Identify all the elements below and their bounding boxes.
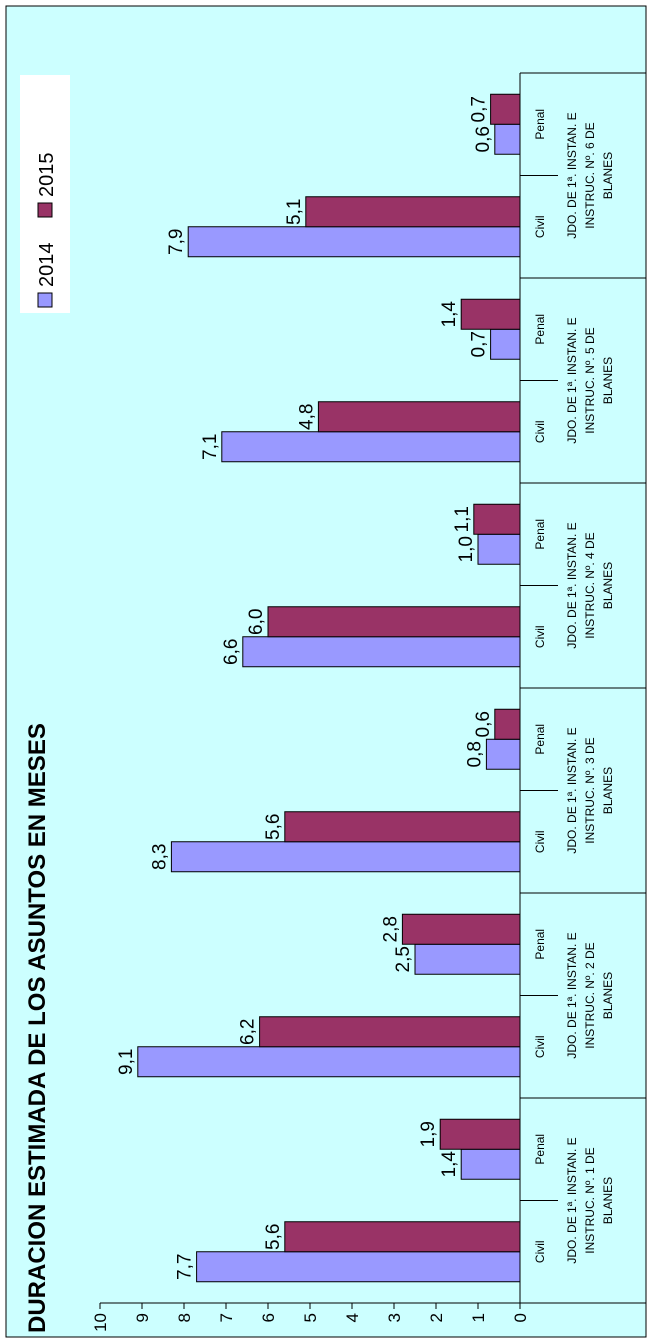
group-label-line: BLANES <box>601 562 615 609</box>
group-label-line: INSTRUC. Nº. 5 DE <box>583 327 597 433</box>
group-label-line: JDO. DE 1ª. INSTAN. E <box>565 727 579 853</box>
group-label-line: BLANES <box>601 357 615 404</box>
legend-swatch-2014 <box>37 292 53 308</box>
group-label-line: JDO. DE 1ª. INSTAN. E <box>565 932 579 1058</box>
value-axis-tick-label: 7 <box>217 1313 236 1322</box>
subcategory-label: Penal <box>533 929 547 960</box>
data-label-2015: 0,7 <box>469 96 490 122</box>
group-label-line: BLANES <box>601 972 615 1019</box>
subcategory-label: Civil <box>533 1035 547 1058</box>
bar-2015 <box>494 708 521 740</box>
bar-2014 <box>137 1046 521 1078</box>
value-axis-tick-label: 5 <box>301 1313 320 1322</box>
group-label-line: INSTRUC. Nº. 2 DE <box>583 942 597 1048</box>
group-label-line: JDO. DE 1ª. INSTAN. E <box>565 522 579 648</box>
subcategory-label: Penal <box>533 1134 547 1165</box>
bar-2015 <box>305 196 521 228</box>
bar-2014 <box>477 533 521 565</box>
group-label-line: INSTRUC. Nº. 1 DE <box>583 1147 597 1253</box>
data-label-2015: 5,1 <box>284 199 305 225</box>
subcategory-label: Civil <box>533 420 547 443</box>
bar-2015 <box>473 503 521 535</box>
legend-label-2015: 2015 <box>36 153 58 198</box>
value-axis-tick-label: 8 <box>175 1313 194 1322</box>
group-label-line: BLANES <box>601 1177 615 1224</box>
data-label-2015: 2,8 <box>380 916 401 942</box>
group-label-line: BLANES <box>601 152 615 199</box>
legend-box <box>20 75 70 313</box>
subcategory-label: Civil <box>533 830 547 853</box>
bar-2014 <box>490 328 521 360</box>
bar-2015 <box>401 913 521 945</box>
bar-2015 <box>439 1118 521 1150</box>
data-label-2014: 7,7 <box>175 1254 196 1280</box>
bar-2014 <box>221 431 521 463</box>
group-label-line: JDO. DE 1ª. INSTAN. E <box>565 317 579 443</box>
group-label-line: JDO. DE 1ª. INSTAN. E <box>565 112 579 238</box>
bar-2014 <box>196 1251 521 1283</box>
data-label-2015: 5,6 <box>263 1224 284 1250</box>
group-label-line: INSTRUC. Nº. 6 DE <box>583 122 597 228</box>
data-label-2014: 8,3 <box>149 844 170 870</box>
data-label-2015: 4,8 <box>296 404 317 430</box>
data-label-2015: 1,9 <box>418 1121 439 1147</box>
value-axis-tick-label: 0 <box>511 1313 530 1322</box>
bar-2015 <box>259 1016 521 1048</box>
value-axis-tick-label: 10 <box>91 1313 110 1332</box>
legend-label-2014: 2014 <box>36 243 58 288</box>
bar-2014 <box>414 943 521 975</box>
subcategory-label: Civil <box>533 215 547 238</box>
subcategory-label: Penal <box>533 314 547 345</box>
chart-title: DURACION ESTIMADA DE LOS ASUNTOS EN MESE… <box>24 723 51 1333</box>
group-label-line: BLANES <box>601 767 615 814</box>
subcategory-label: Penal <box>533 724 547 755</box>
bar-2014 <box>460 1148 521 1180</box>
legend: 2014 2015 <box>20 75 70 313</box>
data-label-2014: 0,8 <box>464 741 485 767</box>
data-label-2014: 0,6 <box>473 126 494 152</box>
data-label-2015: 1,4 <box>439 301 460 328</box>
data-label-2014: 9,1 <box>116 1049 137 1075</box>
value-axis-tick-label: 1 <box>469 1313 488 1322</box>
data-label-2015: 5,6 <box>263 814 284 840</box>
bar-2015 <box>460 298 521 330</box>
bar-2014 <box>187 226 521 258</box>
data-label-2014: 7,9 <box>166 229 187 255</box>
bar-2014 <box>170 841 521 873</box>
value-axis-tick-label: 4 <box>343 1313 362 1322</box>
subcategory-label: Civil <box>533 1240 547 1263</box>
data-label-2014: 7,1 <box>200 434 221 460</box>
group-label-line: JDO. DE 1ª. INSTAN. E <box>565 1137 579 1263</box>
bar-2015 <box>284 1221 521 1253</box>
data-label-2014: 6,6 <box>221 639 242 665</box>
data-label-2015: 1,1 <box>452 506 473 532</box>
subcategory-label: Civil <box>533 625 547 648</box>
value-axis-tick-label: 6 <box>259 1313 278 1322</box>
value-axis-tick-label: 3 <box>385 1313 404 1322</box>
data-label-2014: 1,0 <box>456 536 477 562</box>
subcategory-label: Penal <box>533 109 547 140</box>
data-label-2015: 6,0 <box>246 609 267 635</box>
bar-2015 <box>490 93 521 125</box>
value-axis-tick-label: 9 <box>133 1313 152 1322</box>
group-label-line: INSTRUC. Nº. 3 DE <box>583 737 597 843</box>
subcategory-label: Penal <box>533 519 547 550</box>
data-label-2014: 2,5 <box>393 946 414 972</box>
bar-2014 <box>494 123 521 155</box>
data-label-2014: 0,7 <box>469 331 490 357</box>
value-axis-tick-label: 2 <box>427 1313 446 1322</box>
data-label-2015: 0,6 <box>473 711 494 737</box>
data-label-2014: 1,4 <box>439 1151 460 1178</box>
group-label-line: INSTRUC. Nº. 4 DE <box>583 532 597 638</box>
bar-2014 <box>242 636 521 668</box>
bar-2015 <box>317 401 521 433</box>
bar-2015 <box>267 606 521 638</box>
bar-2015 <box>284 811 521 843</box>
legend-swatch-2015 <box>37 202 53 218</box>
bar-2014 <box>485 738 521 770</box>
data-label-2015: 6,2 <box>238 1019 259 1045</box>
